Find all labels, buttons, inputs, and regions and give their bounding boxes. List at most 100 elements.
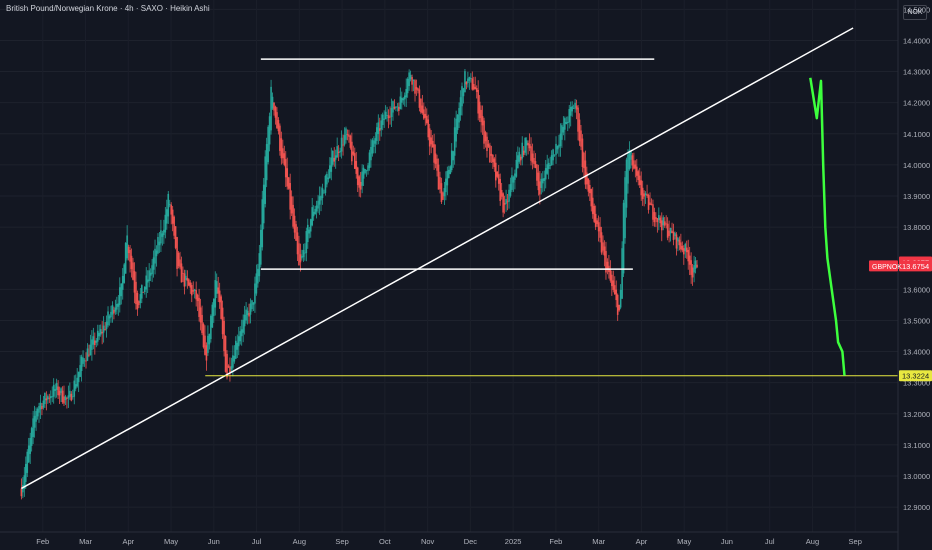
candle-body: [329, 165, 331, 179]
candle-body: [665, 223, 667, 225]
candle-body: [524, 138, 526, 153]
candle-body: [430, 137, 432, 145]
candle-body: [537, 172, 540, 191]
candle-body: [677, 237, 679, 242]
candle-body: [572, 108, 575, 109]
candle-body: [164, 214, 167, 233]
candle-body: [584, 160, 587, 185]
candle-body: [126, 235, 128, 259]
candle-body: [425, 115, 428, 124]
candle-body: [296, 232, 299, 255]
candle-body: [527, 142, 529, 146]
candle-body: [177, 252, 180, 267]
candle-body: [58, 390, 61, 396]
candle-body: [88, 354, 90, 356]
candle-body: [666, 223, 669, 238]
candle-body: [508, 189, 510, 202]
candle-body: [652, 204, 654, 220]
currency-button[interactable]: NOK: [903, 5, 927, 20]
x-tick-label: Feb: [36, 537, 49, 546]
candle-body: [148, 270, 150, 282]
candle-body: [500, 189, 503, 197]
candle-body: [276, 112, 278, 128]
candle-body: [214, 280, 217, 308]
candle-body: [439, 177, 441, 190]
candle-body: [465, 81, 468, 85]
candle-body: [613, 285, 616, 295]
candle-body: [146, 279, 149, 283]
candle-body: [130, 255, 133, 270]
x-tick-label: 2025: [505, 537, 522, 546]
candle-body: [468, 77, 471, 81]
candle-body: [195, 290, 197, 300]
candle-body: [549, 164, 551, 166]
candle-body: [409, 74, 412, 80]
candle-body: [534, 161, 537, 169]
candle-body: [268, 116, 271, 145]
candle-body: [619, 289, 622, 308]
candle-body: [145, 275, 148, 290]
candle-body: [586, 172, 588, 185]
trend-line[interactable]: [21, 27, 854, 490]
candle-body: [624, 177, 626, 239]
candle-body: [380, 120, 383, 130]
candle-body: [596, 220, 598, 225]
candle-body: [395, 106, 397, 108]
candle-body: [494, 162, 497, 181]
y-tick-label: 13.6000: [903, 285, 930, 294]
candle-body: [641, 187, 644, 200]
candle-body: [358, 176, 360, 188]
candle-body: [373, 140, 375, 147]
candle-body: [603, 246, 606, 256]
candle-body: [387, 115, 390, 119]
candle-body: [311, 207, 313, 226]
candle-body: [478, 101, 481, 119]
candle-body: [74, 384, 77, 389]
candle-body: [462, 88, 465, 97]
candle-body: [371, 140, 374, 154]
candle-body: [428, 128, 431, 147]
y-tick-label: 14.2000: [903, 99, 930, 108]
candle-body: [487, 143, 490, 147]
y-tick-label: 14.1000: [903, 130, 930, 139]
candle-body: [558, 144, 560, 148]
candle-body: [496, 171, 499, 177]
candle-body: [546, 164, 549, 174]
candle-body: [66, 398, 68, 400]
time-axis[interactable]: Feb Mar Apr May Jun Jul Aug Sep Oct Nov Dec 2025 Feb…: [36, 537, 862, 546]
candle-body: [514, 173, 516, 180]
candle-body: [116, 303, 118, 310]
candle-body: [455, 118, 457, 142]
candle-body: [188, 279, 190, 286]
candle-body: [411, 77, 413, 85]
candle-body: [32, 418, 34, 438]
candle-body: [522, 150, 525, 155]
candle-body: [186, 277, 189, 281]
candle-body: [364, 169, 366, 174]
price-axis[interactable]: 14.5000 14.4000 14.3000 14.2000 14.1000 14.00…: [903, 5, 930, 512]
candle-body: [675, 234, 678, 249]
candle-body: [386, 115, 388, 116]
candle-body: [22, 485, 24, 493]
candle-body: [265, 144, 268, 181]
candle-body: [393, 106, 396, 109]
candle-body: [609, 268, 612, 281]
candle-body: [581, 138, 584, 167]
candle-body: [293, 215, 296, 233]
projection-path[interactable]: [809, 77, 846, 376]
x-tick-label: Sep: [849, 537, 862, 546]
candle-body: [453, 127, 456, 156]
candle-body: [57, 386, 59, 396]
candle-body: [105, 321, 108, 330]
candle-body: [346, 134, 349, 136]
candle-body: [212, 299, 215, 317]
candle-body: [370, 146, 372, 161]
candle-body: [650, 203, 653, 205]
candle-body: [42, 400, 45, 408]
symbol-tag-bg: [869, 260, 898, 272]
candle-body: [539, 181, 541, 195]
candle-body: [517, 155, 519, 169]
candle-body: [71, 396, 74, 398]
